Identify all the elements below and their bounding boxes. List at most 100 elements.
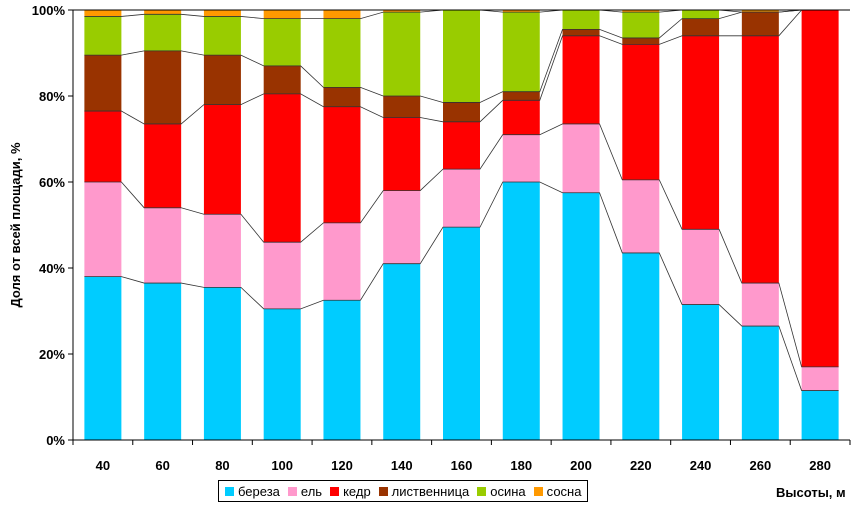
bar-segment-ель-220 — [622, 179, 660, 253]
x-tick-label: 140 — [391, 458, 413, 473]
bar-segment-сосна-180 — [502, 10, 540, 13]
bar-segment-береза-220 — [622, 252, 660, 440]
legend-label: кедр — [343, 483, 371, 499]
x-tick-label: 220 — [630, 458, 652, 473]
legend-item-осина: осина — [477, 483, 526, 499]
bar-segment-осина-40 — [84, 16, 122, 56]
bar-segment-сосна-80 — [203, 10, 241, 17]
x-tick-label: 260 — [749, 458, 771, 473]
bar-segment-кедр-240 — [682, 35, 720, 230]
y-tick-label: 40% — [39, 261, 65, 276]
bars — [84, 10, 839, 440]
bar-segment-береза-100 — [263, 308, 301, 440]
bar-segment-ель-260 — [741, 283, 779, 327]
series-line-ель — [84, 123, 839, 368]
bar-segment-кедр-100 — [263, 93, 301, 243]
y-tick-label: 60% — [39, 175, 65, 190]
x-axis-title: Высоты, м — [776, 485, 846, 500]
bar-segment-сосна-260 — [741, 10, 779, 13]
bar-segment-лиственница-160 — [443, 102, 480, 122]
series-line-береза — [84, 181, 839, 391]
bar-segment-лиственница-220 — [622, 37, 660, 45]
bar-segment-кедр-180 — [502, 100, 540, 135]
bar-segment-ель-240 — [682, 229, 720, 305]
bar-segment-осина-100 — [263, 18, 301, 66]
axes: 0% 20% 40% 60% 80% 100% 40 60 80 100 120 140 160 180 2… — [32, 3, 851, 473]
bar-segment-осина-240 — [682, 10, 720, 19]
series-line-лиственница — [84, 9, 839, 103]
y-tick-label: 100% — [32, 3, 66, 18]
chart-legend: береза ель кедр лиственница осина сосна — [218, 480, 589, 502]
legend-label: сосна — [546, 483, 582, 499]
bar-segment-кедр-120 — [323, 106, 361, 223]
bar-segment-кедр-80 — [203, 104, 241, 215]
bar-segment-кедр-160 — [443, 121, 480, 170]
legend-swatch — [330, 486, 340, 496]
legend-label: осина — [490, 483, 526, 499]
bar-segment-лиственница-140 — [383, 96, 421, 118]
bar-segment-береза-120 — [323, 300, 361, 440]
legend-swatch — [533, 486, 543, 496]
bar-segment-кедр-200 — [562, 35, 600, 124]
bar-segment-осина-180 — [502, 12, 540, 92]
bar-segment-лиственница-80 — [203, 55, 241, 105]
bar-segment-сосна-40 — [84, 10, 122, 17]
bar-segment-береза-160 — [443, 227, 480, 440]
x-tick-label: 120 — [331, 458, 353, 473]
bar-segment-береза-140 — [383, 263, 421, 440]
bar-segment-осина-200 — [562, 10, 600, 30]
bar-segment-кедр-60 — [144, 123, 182, 208]
x-tick-label: 200 — [570, 458, 592, 473]
bar-segment-ель-100 — [263, 242, 301, 309]
bar-segment-лиственница-200 — [562, 29, 600, 36]
x-tick-label: 280 — [809, 458, 831, 473]
bar-segment-ель-120 — [323, 222, 361, 301]
bar-segment-осина-80 — [203, 16, 241, 56]
legend-swatch — [477, 486, 487, 496]
bar-segment-осина-60 — [144, 14, 182, 51]
legend-swatch — [287, 486, 297, 496]
legend-item-лиственница: лиственница — [378, 484, 469, 499]
bar-segment-ель-180 — [502, 134, 540, 182]
bar-segment-кедр-40 — [84, 111, 122, 182]
bar-segment-кедр-220 — [622, 44, 660, 180]
bar-segment-кедр-140 — [383, 117, 421, 191]
bar-segment-ель-140 — [383, 190, 421, 264]
bar-segment-ель-40 — [84, 182, 122, 277]
y-tick-label: 80% — [39, 89, 65, 104]
y-tick-label: 20% — [39, 347, 65, 362]
bar-segment-лиственница-260 — [741, 12, 779, 36]
bar-segment-лиственница-240 — [682, 18, 720, 36]
bar-segment-сосна-100 — [263, 10, 301, 19]
bar-segment-береза-180 — [502, 182, 540, 440]
bar-segment-сосна-60 — [144, 10, 182, 15]
x-tick-label: 180 — [510, 458, 532, 473]
x-tick-label: 240 — [690, 458, 712, 473]
bar-segment-ель-160 — [443, 169, 480, 228]
bar-segment-лиственница-60 — [144, 50, 182, 124]
bar-segment-береза-200 — [562, 192, 600, 440]
bar-segment-лиственница-100 — [263, 65, 301, 94]
bar-segment-осина-220 — [622, 12, 660, 38]
bar-segment-береза-280 — [801, 390, 839, 440]
series-line-кедр — [84, 9, 839, 125]
x-tick-label: 60 — [155, 458, 169, 473]
x-tick-label: 160 — [451, 458, 473, 473]
legend-label: береза — [238, 483, 280, 499]
bar-segment-осина-120 — [323, 18, 361, 88]
legend-item-береза: береза — [225, 484, 280, 499]
y-tick-label: 0% — [46, 433, 65, 448]
bar-segment-ель-200 — [562, 123, 600, 193]
bar-segment-сосна-220 — [622, 10, 660, 13]
bar-segment-сосна-140 — [383, 10, 421, 13]
bar-segment-лиственница-40 — [84, 55, 122, 112]
x-tick-label: 100 — [271, 458, 293, 473]
bar-segment-кедр-280 — [801, 10, 839, 367]
x-tick-label: 80 — [215, 458, 229, 473]
x-tick-label: 40 — [96, 458, 110, 473]
legend-item-кедр: кедр — [330, 484, 371, 499]
bar-segment-береза-240 — [682, 304, 720, 440]
bar-segment-лиственница-180 — [502, 91, 540, 101]
y-axis-title: Доля от всей площади, % — [8, 142, 23, 308]
